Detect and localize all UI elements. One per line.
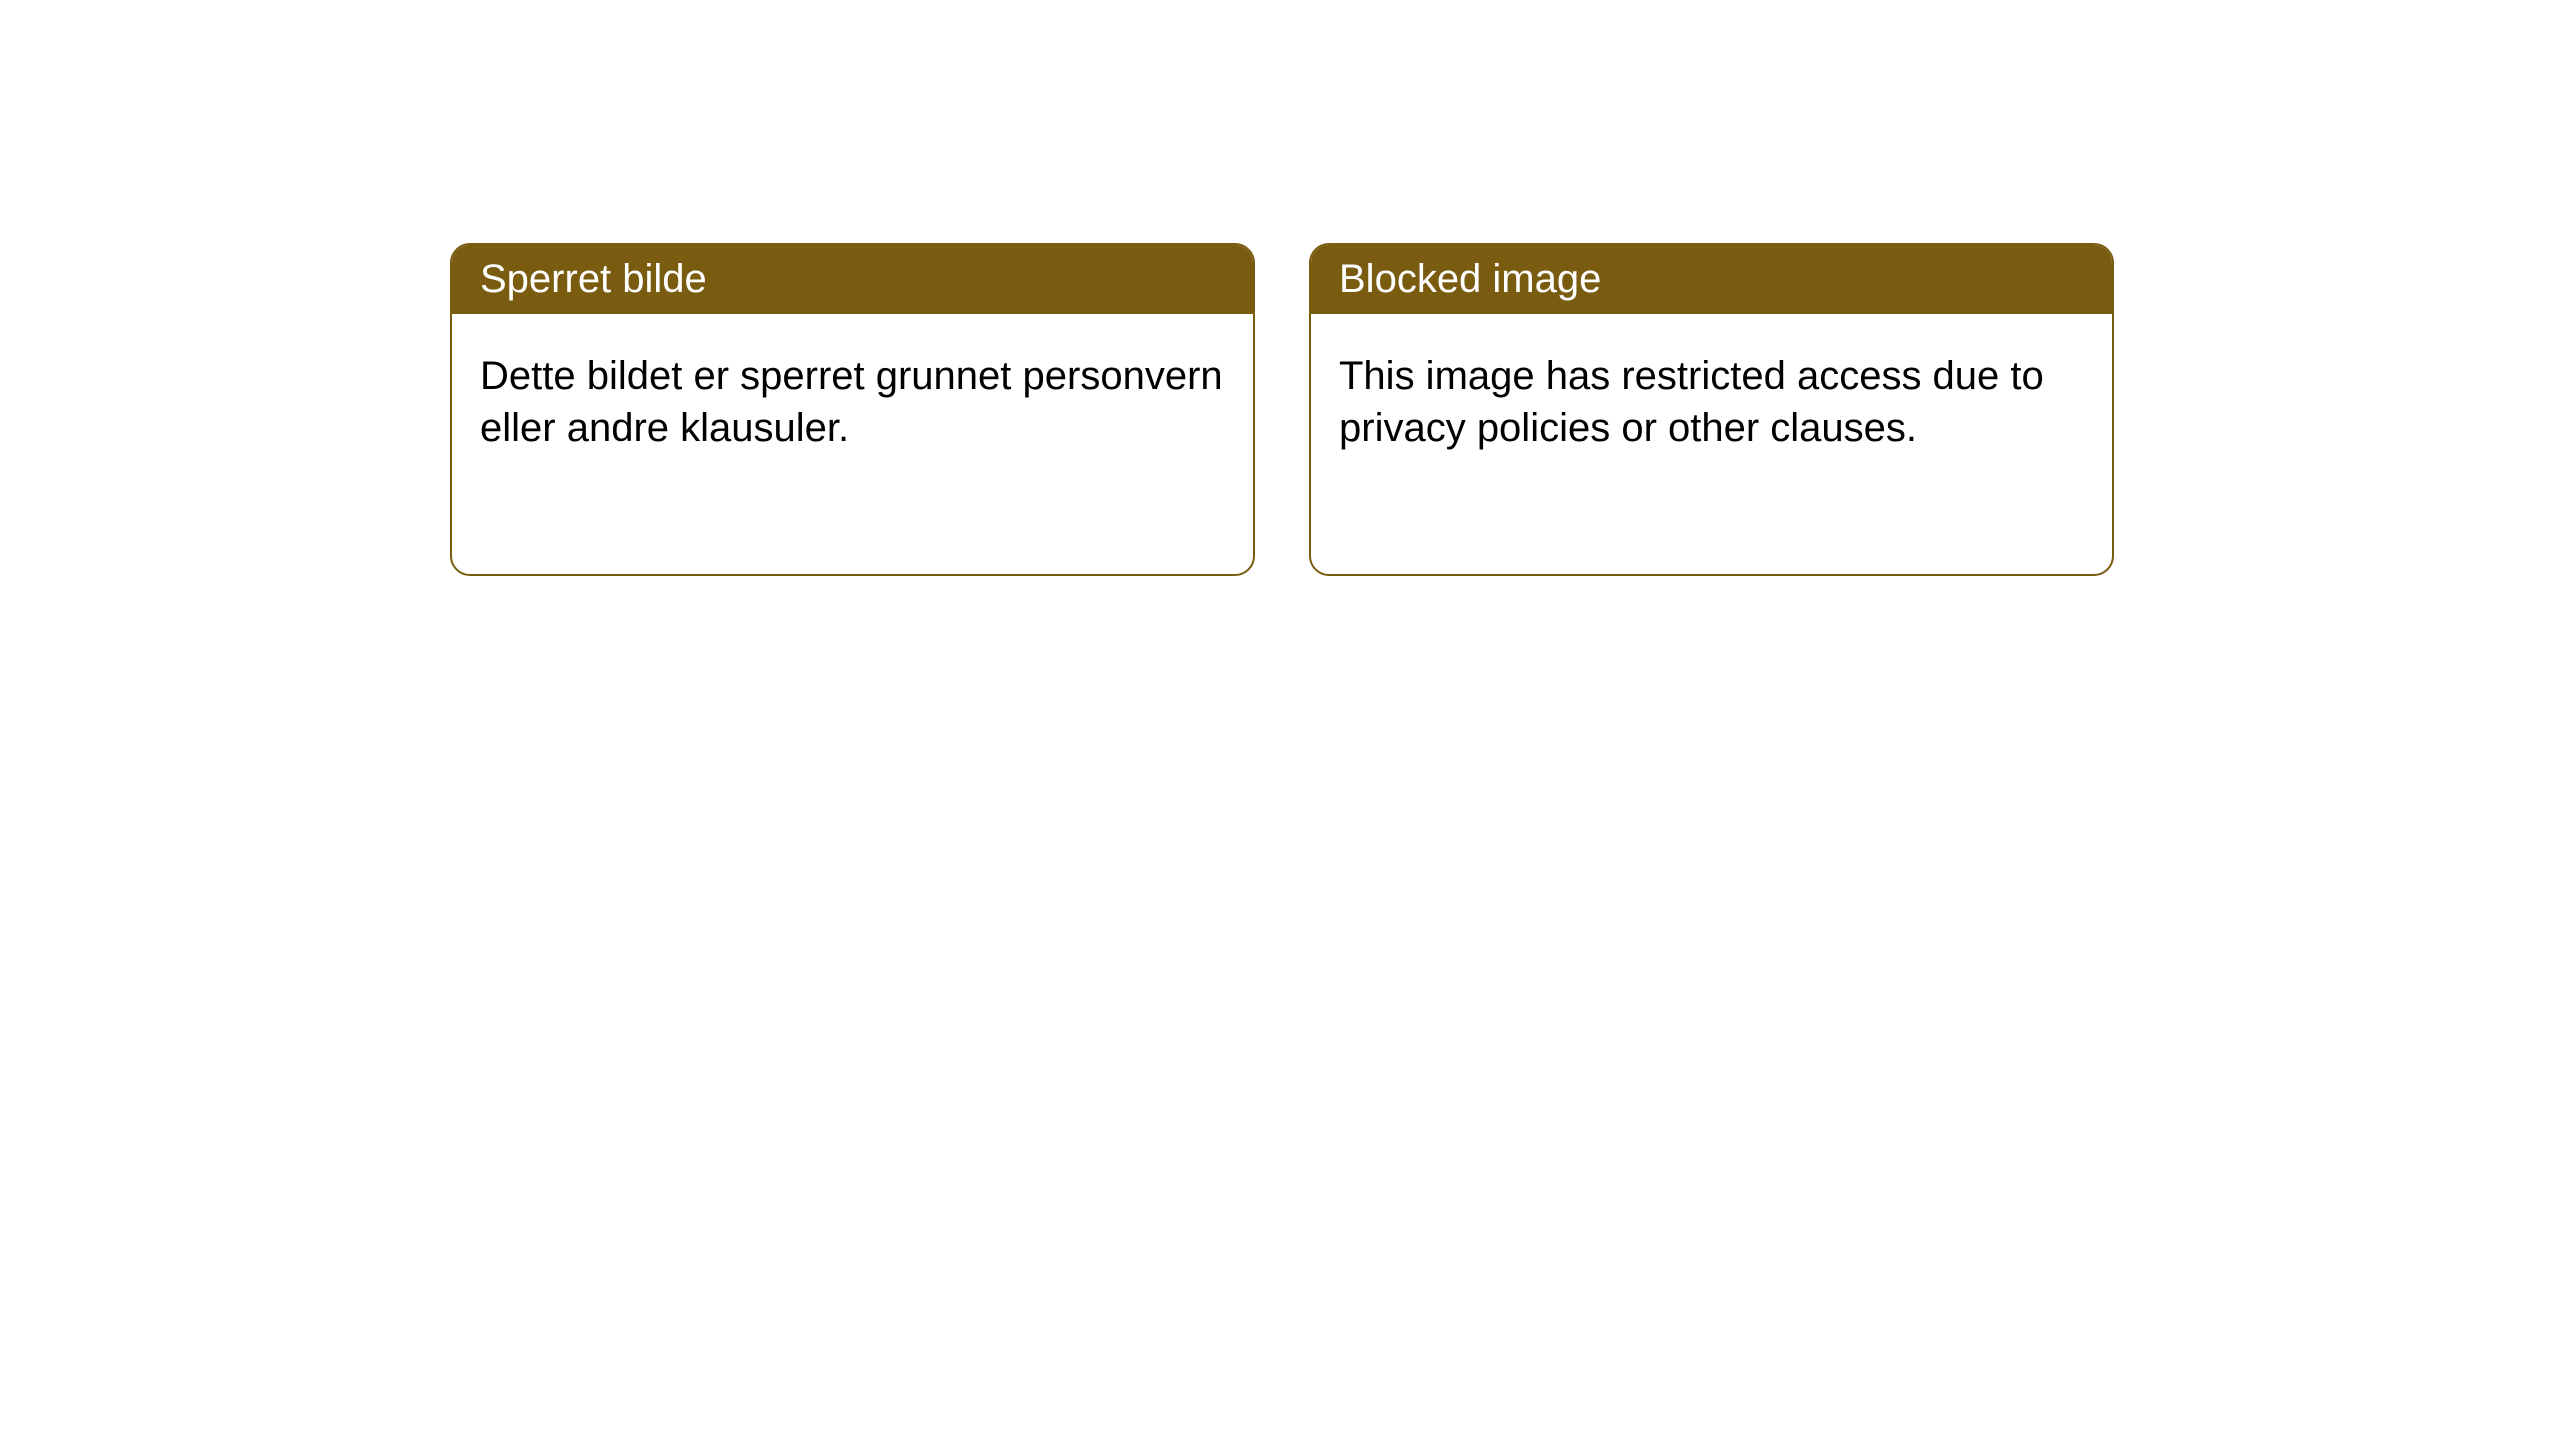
card-text-en: This image has restricted access due to …	[1339, 354, 2044, 450]
card-header-no: Sperret bilde	[452, 245, 1253, 314]
card-body-en: This image has restricted access due to …	[1311, 314, 2112, 490]
card-title-no: Sperret bilde	[480, 257, 707, 301]
card-header-en: Blocked image	[1311, 245, 2112, 314]
card-body-no: Dette bildet er sperret grunnet personve…	[452, 314, 1253, 490]
blocked-image-card-no: Sperret bilde Dette bildet er sperret gr…	[450, 243, 1255, 576]
notice-container: Sperret bilde Dette bildet er sperret gr…	[0, 0, 2560, 576]
card-text-no: Dette bildet er sperret grunnet personve…	[480, 354, 1223, 450]
blocked-image-card-en: Blocked image This image has restricted …	[1309, 243, 2114, 576]
card-title-en: Blocked image	[1339, 257, 1601, 301]
